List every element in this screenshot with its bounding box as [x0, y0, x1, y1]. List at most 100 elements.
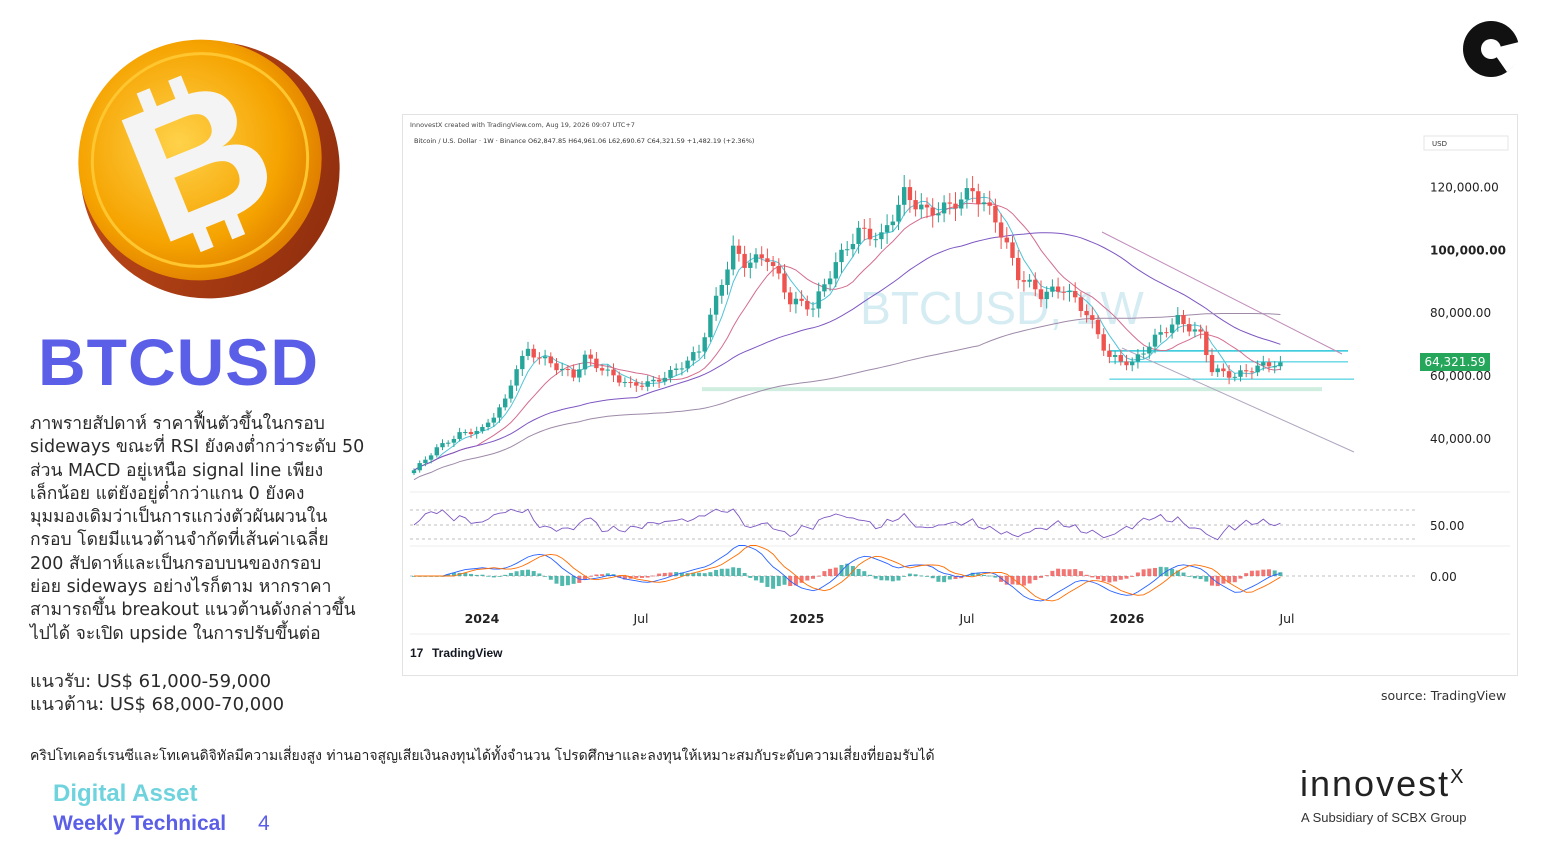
macd-histogram-bar: [873, 576, 878, 579]
candle-body: [987, 202, 992, 206]
candle-body: [839, 249, 844, 263]
macd-histogram-bar: [1096, 576, 1100, 580]
candle-body: [1084, 310, 1089, 316]
chart-header-small: InnovestX created with TradingView.com, …: [410, 121, 635, 129]
currency-box: [1423, 135, 1509, 151]
macd-histogram-bar: [543, 576, 548, 577]
candle-body: [1078, 297, 1084, 311]
candle-body: [1004, 237, 1009, 243]
macd-histogram-bar: [1141, 569, 1146, 576]
candle-body: [1272, 366, 1277, 368]
macd-histogram-bar: [469, 573, 473, 576]
macd-histogram-bar: [1107, 576, 1112, 583]
candle-body: [782, 273, 787, 293]
candle-body: [1261, 362, 1266, 366]
candle-body: [993, 205, 998, 223]
x-tick-label: 2025: [790, 611, 825, 626]
macd-histogram-bar: [645, 576, 650, 578]
candle-body: [468, 432, 474, 435]
macd-histogram-bar: [799, 576, 804, 583]
macd-histogram-bar: [993, 576, 998, 578]
macd-histogram-bar: [879, 576, 884, 581]
macd-histogram-bar: [742, 572, 747, 576]
macd-histogram-bar: [1135, 572, 1140, 576]
macd-histogram-bar: [719, 568, 724, 576]
candle-body: [634, 382, 639, 386]
candle-body: [520, 355, 525, 370]
macd-histogram-bar: [862, 571, 867, 576]
macd-histogram-bar: [1027, 576, 1032, 584]
macd-histogram-bar: [583, 576, 587, 580]
candle-body: [896, 204, 901, 222]
macd-histogram-bar: [474, 574, 479, 576]
macd-histogram-bar: [537, 573, 542, 576]
candle-body: [554, 363, 559, 371]
brand-logo: innovestX: [1300, 763, 1465, 805]
macd-histogram-bar: [976, 573, 981, 576]
description-line: มุมมองเดิมว่าเป็นการแกว่งตัวผันผวนใน: [30, 507, 328, 528]
macd-histogram-bar: [1073, 569, 1078, 576]
candle-body: [776, 266, 781, 274]
candle-body: [679, 368, 685, 370]
macd-histogram-bar: [503, 574, 508, 576]
candle-body: [770, 262, 776, 267]
candle-body: [417, 463, 422, 471]
resistance-level: แนวต้าน: US$ 68,000-70,000: [30, 694, 285, 715]
macd-histogram-bar: [907, 573, 912, 576]
candle-body: [440, 443, 445, 448]
macd-zero-label: 0.00: [1430, 570, 1457, 584]
candle-body: [474, 430, 479, 435]
candle-body: [491, 417, 496, 423]
candle-body: [1238, 370, 1243, 377]
macd-histogram-bar: [1147, 568, 1152, 576]
macd-histogram-bar: [782, 576, 787, 585]
macd-histogram-bar: [725, 568, 730, 576]
candle-body: [639, 385, 645, 387]
macd-histogram-bar: [1267, 569, 1271, 576]
macd-histogram-bar: [600, 574, 605, 576]
description-line: ส่วน MACD อยู่เหนือ signal line เพียง: [30, 460, 324, 481]
ma-long-line: [413, 232, 1281, 471]
candle-body: [651, 379, 656, 382]
macd-histogram-bar: [890, 576, 895, 582]
macd-signal-line: [414, 545, 1281, 602]
candle-body: [884, 225, 890, 233]
candle-body: [617, 375, 622, 383]
macd-histogram-bar: [702, 573, 707, 576]
candle-body: [1095, 319, 1101, 335]
macd-histogram-bar: [805, 576, 810, 581]
macd-histogram-bar: [828, 568, 833, 576]
macd-histogram-bar: [662, 572, 667, 576]
macd-histogram-bar: [1261, 569, 1266, 576]
description-line: 200 สัปดาห์และเป็นกรอบบนของกรอบ: [30, 553, 322, 574]
candle-body: [1130, 361, 1135, 366]
macd-histogram-bar: [947, 576, 952, 580]
macd-histogram-bar: [1021, 576, 1026, 586]
candle-body: [873, 239, 878, 241]
x-tick-label: Jul: [1278, 611, 1294, 626]
candle-body: [668, 369, 673, 378]
candle-body: [696, 351, 702, 353]
macd-histogram-bar: [1272, 570, 1277, 576]
candle-body: [1215, 368, 1220, 373]
macd-histogram-bar: [548, 576, 553, 580]
candle-body: [1192, 329, 1198, 332]
footer-subtitle: Weekly Technical: [53, 812, 227, 835]
candle-body: [428, 455, 434, 460]
brand-name: innovest: [1300, 763, 1451, 804]
macd-histogram-bar: [1255, 570, 1260, 576]
macd-histogram-bar: [1210, 576, 1214, 586]
macd-histogram-bar: [1232, 576, 1237, 583]
candle-body: [907, 187, 913, 201]
candle-body: [685, 360, 690, 369]
descending-trendline-upper: [1101, 231, 1343, 355]
macd-histogram-bar: [520, 570, 525, 576]
macd-histogram-bar: [833, 567, 838, 576]
candle-body: [457, 432, 462, 439]
last-price-badge: [1420, 353, 1490, 371]
macd-histogram-bar: [793, 576, 798, 586]
candle-body: [936, 213, 941, 216]
candle-body: [1266, 362, 1272, 367]
candle-body: [1164, 332, 1169, 334]
macd-histogram-bar: [486, 575, 491, 577]
